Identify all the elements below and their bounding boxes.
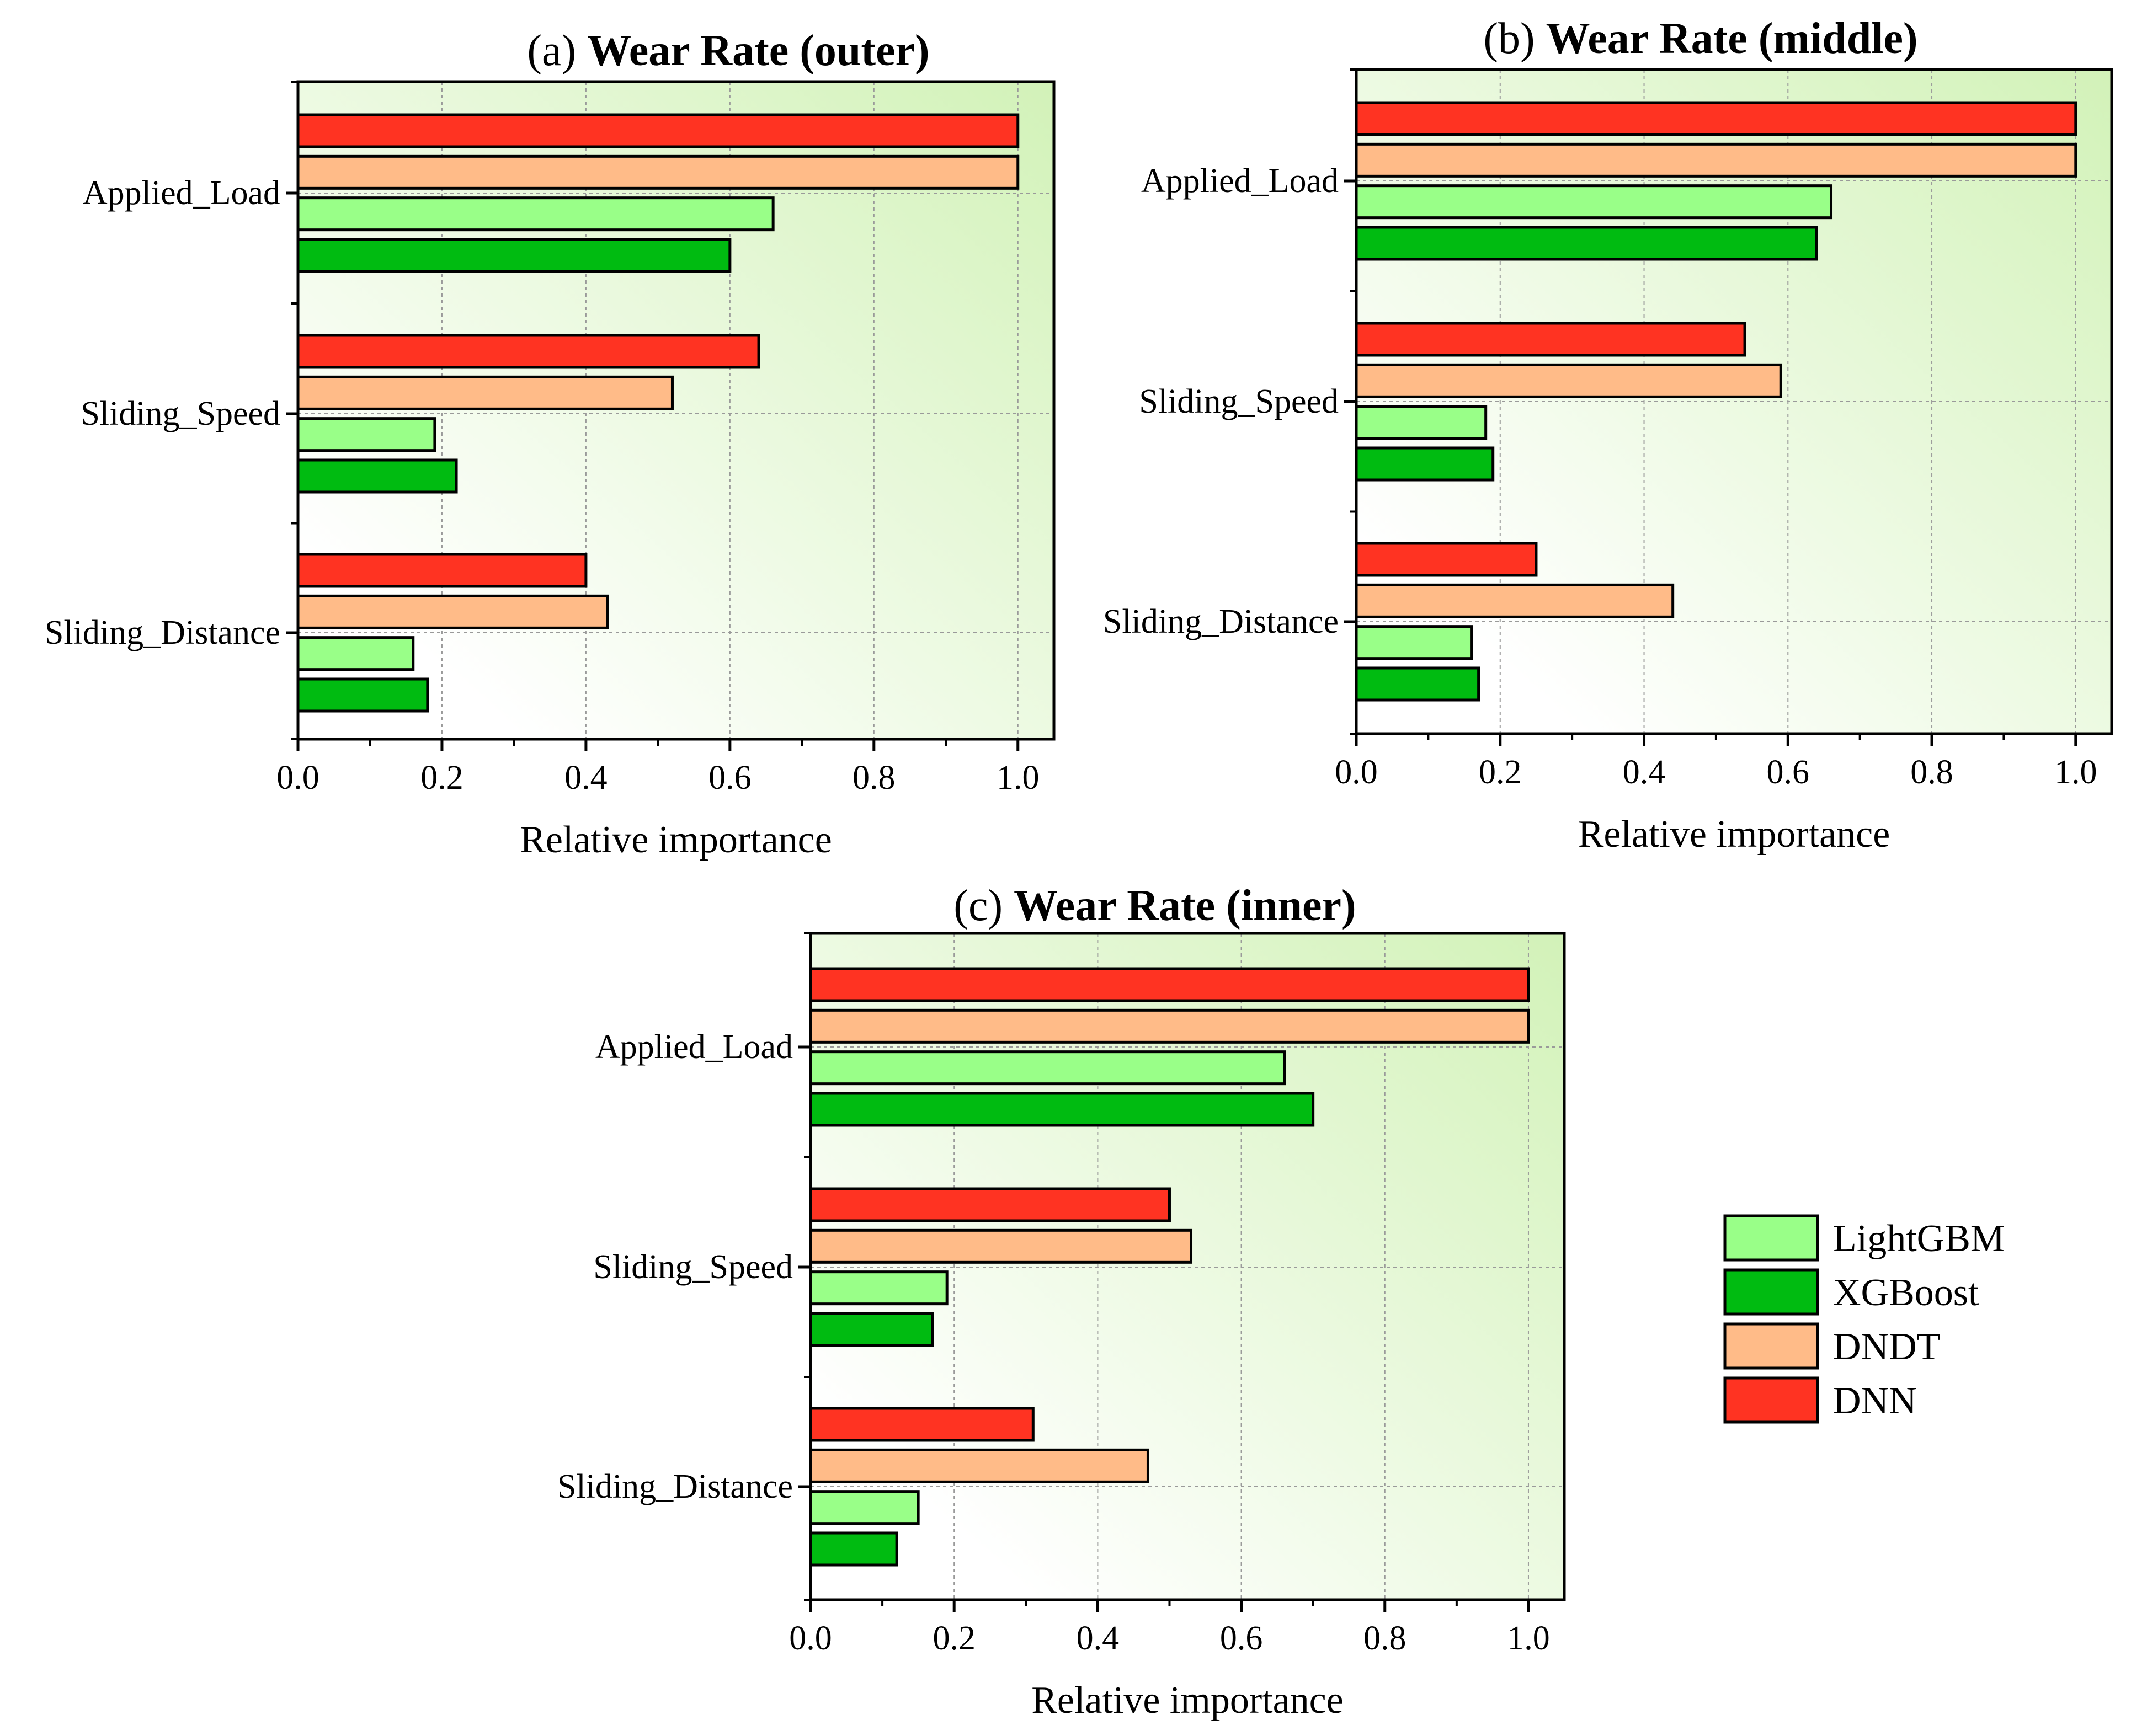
legend-label-lightgbm: LightGBM: [1833, 1217, 2005, 1260]
bar-dndt-sliding-speed: [296, 375, 674, 410]
bar-dndt-sliding-distance: [1355, 583, 1675, 618]
legend-swatch-dnn: [1723, 1376, 1819, 1424]
legend-label-xgboost: XGBoost: [1833, 1272, 1979, 1314]
x-axis-label: Relative importance: [1031, 1679, 1344, 1722]
x-axis-label: Relative importance: [1578, 813, 1890, 856]
bar-xgboost-sliding-distance: [296, 677, 429, 713]
bar-dnn-applied-load: [1355, 101, 2077, 136]
category-label: Applied_Load: [1141, 162, 1339, 200]
chart-title-prefix: (c): [953, 882, 1014, 930]
panel-a: 0.0 0.2 0.4 0.6 0.8 1.0 Applied_Load Sliding_Sp…: [45, 26, 1056, 861]
bar-xgboost-sliding-speed: [1355, 446, 1495, 482]
plot-frame: [296, 80, 1056, 741]
category-label: Sliding_Speed: [1139, 383, 1339, 420]
bar-xgboost-sliding-speed: [809, 1312, 934, 1347]
x-tick-label: 1.0: [1507, 1620, 1550, 1657]
bar-dndt-sliding-speed: [1355, 363, 1782, 398]
legend: LightGBM XGBoost DNDT DNN: [1723, 1214, 2005, 1424]
bar-lightgbm-sliding-speed: [296, 417, 436, 452]
x-tick-label: 0.0: [789, 1620, 832, 1657]
bar-dndt-sliding-distance: [809, 1448, 1149, 1483]
bar-dndt-applied-load: [809, 1008, 1530, 1044]
bar-xgboost-applied-load: [1355, 226, 1818, 261]
category-label: Sliding_Distance: [1103, 603, 1339, 640]
bar-lightgbm-sliding-speed: [1355, 405, 1488, 440]
panel-c: 0.0 0.2 0.4 0.6 0.8 1.0 Applied_Load Sliding_Sp…: [557, 882, 1566, 1722]
plot-background: [298, 82, 1054, 739]
bar-dnn-applied-load: [296, 113, 1020, 148]
chart-title-main: Wear Rate (inner): [1014, 882, 1356, 930]
x-tick-label: 0.2: [1479, 754, 1522, 791]
chart-title: (c) Wear Rate (inner): [953, 882, 1356, 930]
bar-xgboost-sliding-distance: [1355, 666, 1480, 702]
category-label: Sliding_Speed: [593, 1248, 793, 1286]
legend-swatch-dndt: [1723, 1322, 1819, 1370]
panel-b: 0.0 0.2 0.4 0.6 0.8 1.0 Applied_Load Sliding_Sp…: [1103, 14, 2113, 856]
bar-lightgbm-sliding-distance: [1355, 625, 1473, 660]
x-tick-label: 0.4: [1623, 754, 1666, 791]
category-label: Sliding_Speed: [81, 395, 280, 432]
category-label: Sliding_Distance: [45, 614, 280, 651]
category-label: Applied_Load: [595, 1028, 793, 1066]
bar-dnn-sliding-speed: [1355, 322, 1746, 357]
bar-dnn-sliding-distance: [809, 1407, 1035, 1442]
x-tick-label: 0.4: [564, 759, 608, 797]
bar-dnn-sliding-distance: [1355, 542, 1538, 577]
bar-dndt-sliding-speed: [809, 1228, 1193, 1264]
bar-dndt-applied-load: [1355, 142, 2077, 178]
bar-dndt-applied-load: [296, 154, 1020, 190]
x-tick-label: 0.2: [933, 1620, 976, 1657]
bar-lightgbm-sliding-distance: [809, 1490, 920, 1525]
legend-swatch-lightgbm: [1723, 1214, 1819, 1262]
x-tick-label: 0.0: [1335, 754, 1378, 791]
bar-xgboost-sliding-speed: [296, 458, 458, 494]
legend-label-dndt: DNDT: [1833, 1326, 1940, 1368]
chart-title-prefix: (a): [527, 26, 587, 75]
bar-lightgbm-applied-load: [809, 1050, 1286, 1086]
x-tick-label: 0.8: [1910, 754, 1953, 791]
x-tick-label: 1.0: [2054, 754, 2097, 791]
x-tick-label: 0.6: [1220, 1620, 1263, 1657]
bar-dnn-applied-load: [809, 967, 1530, 1002]
x-tick-label: 0.0: [276, 759, 319, 797]
bar-lightgbm-sliding-speed: [809, 1270, 949, 1306]
plot-background: [811, 933, 1564, 1600]
x-tick-label: 0.8: [853, 759, 896, 797]
bar-dnn-sliding-distance: [296, 553, 588, 588]
x-tick-label: 0.8: [1363, 1620, 1407, 1657]
x-axis-label: Relative importance: [520, 819, 832, 861]
bar-dnn-sliding-speed: [296, 334, 760, 369]
bar-dndt-sliding-distance: [296, 594, 609, 629]
bar-xgboost-sliding-distance: [809, 1531, 898, 1567]
x-tick-label: 0.6: [708, 759, 752, 797]
legend-label-dnn: DNN: [1833, 1380, 1917, 1422]
bar-xgboost-applied-load: [296, 238, 732, 273]
bar-xgboost-applied-load: [809, 1092, 1315, 1127]
category-label: Applied_Load: [83, 174, 280, 212]
bar-lightgbm-applied-load: [296, 196, 775, 232]
legend-swatch-xgboost: [1723, 1268, 1819, 1316]
chart-title-main: Wear Rate (outer): [587, 26, 930, 75]
x-tick-label: 1.0: [997, 759, 1040, 797]
chart-title-main: Wear Rate (middle): [1546, 14, 1918, 63]
bar-dnn-sliding-speed: [809, 1187, 1171, 1222]
bar-lightgbm-applied-load: [1355, 184, 1833, 220]
chart-title-prefix: (b): [1483, 14, 1546, 63]
bar-lightgbm-sliding-distance: [296, 636, 415, 671]
x-tick-label: 0.6: [1767, 754, 1810, 791]
category-label: Sliding_Distance: [557, 1468, 793, 1505]
chart-title: (b) Wear Rate (middle): [1483, 14, 1917, 63]
x-tick-label: 0.2: [420, 759, 464, 797]
chart-title: (a) Wear Rate (outer): [527, 26, 929, 75]
x-tick-label: 0.4: [1077, 1620, 1120, 1657]
